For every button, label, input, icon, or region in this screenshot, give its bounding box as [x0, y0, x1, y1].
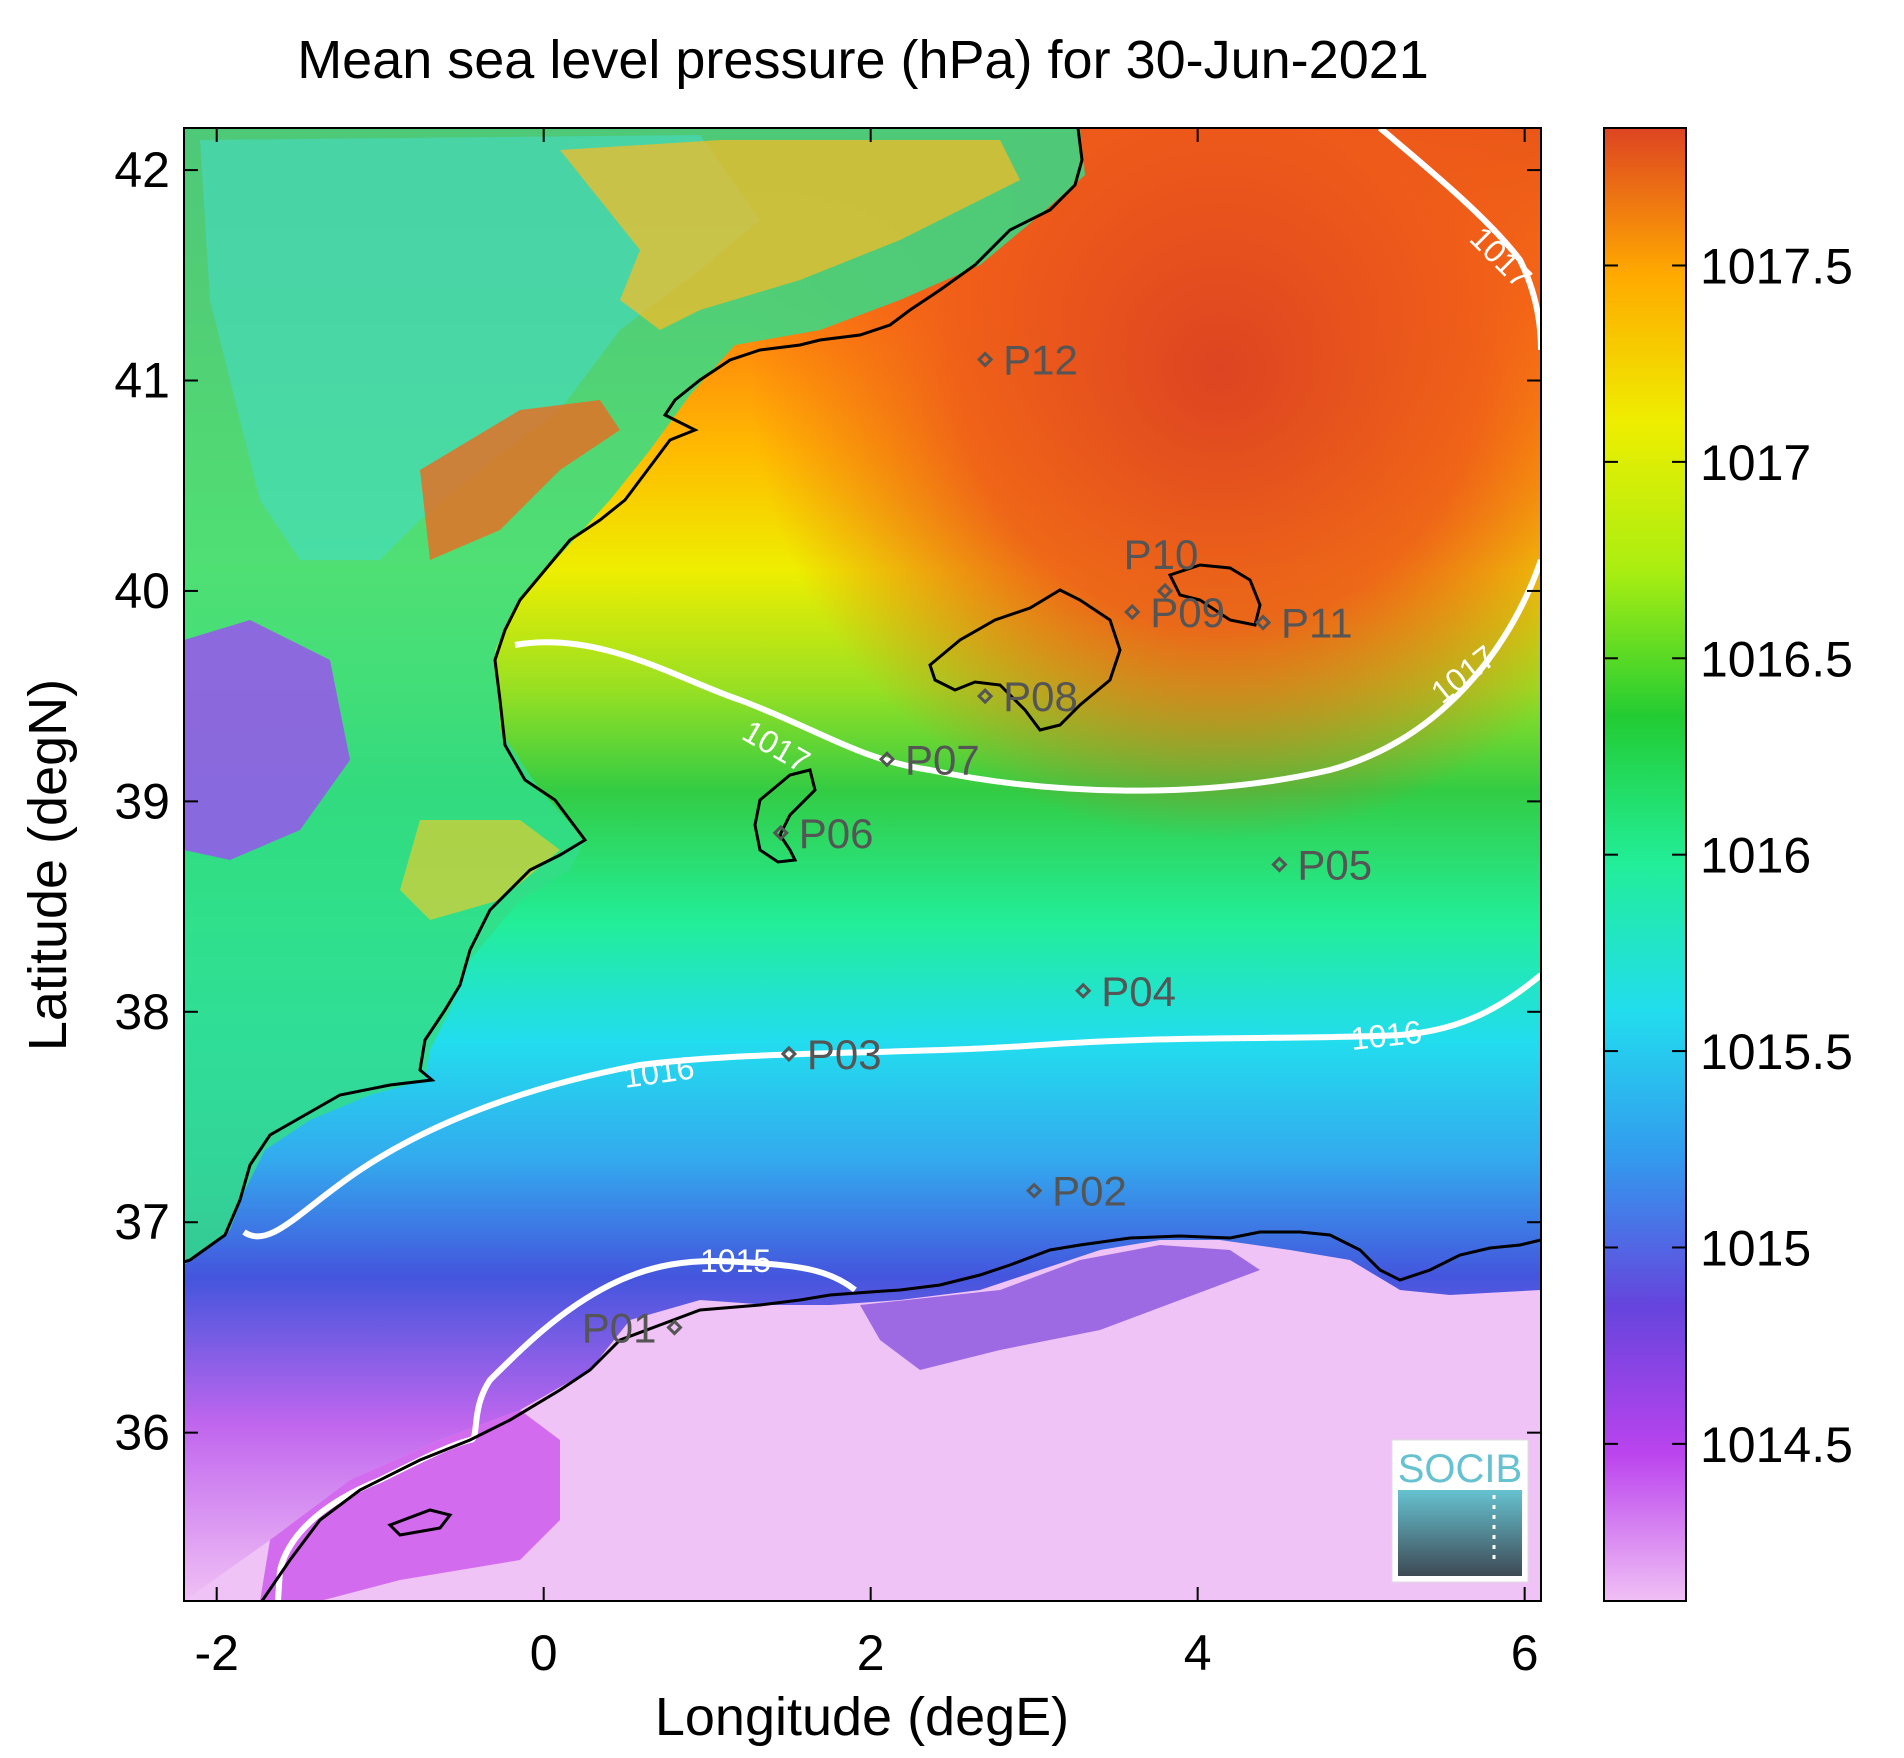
station-marker	[772, 824, 789, 842]
contour-1016	[242, 972, 1541, 1240]
station-p08[interactable]: P08	[976, 673, 1078, 720]
colorbar-tick-label: 1017.5	[1700, 238, 1853, 294]
station-label: P10	[1124, 531, 1199, 578]
station-label: P12	[1003, 336, 1078, 383]
station-marker	[1124, 603, 1141, 621]
station-p01[interactable]: P01	[582, 1304, 683, 1351]
station-p04[interactable]: P04	[1075, 968, 1176, 1015]
station-p10[interactable]: P10	[1124, 531, 1199, 600]
station-marker	[976, 351, 994, 368]
station-label: P03	[807, 1031, 882, 1078]
mallorca-coastline	[928, 588, 1122, 732]
colorbar-gradient	[1603, 127, 1687, 1602]
station-label: P02	[1052, 1168, 1127, 1215]
africa-coast-blue	[860, 1245, 1260, 1370]
plot-frame	[183, 127, 1542, 1602]
y-axis: 36 37 38 39 40 41 42	[114, 142, 1541, 1461]
socib-logo: SOCIB	[1391, 1439, 1529, 1583]
iberia-low-west	[184, 620, 350, 860]
iberia-ridge-2	[560, 140, 1020, 330]
station-p12[interactable]: P12	[976, 336, 1078, 383]
station-marker	[1026, 1182, 1043, 1199]
x-axis: -2 0 2 4 6	[194, 128, 1539, 1681]
colorbar-tick-label: 1017	[1700, 435, 1811, 491]
station-marker	[666, 1319, 683, 1336]
x-axis-label: Longitude (degE)	[655, 1687, 1069, 1747]
iberia-ridge-3	[400, 820, 560, 920]
x-tick-label: 4	[1184, 1625, 1212, 1681]
colorbar-tick-label: 1015.5	[1700, 1024, 1853, 1080]
ibiza-coastline	[753, 768, 817, 864]
contour-1017-ne	[1378, 128, 1541, 351]
station-p11[interactable]: P11	[1254, 600, 1353, 647]
x-tick-label: 0	[530, 1625, 558, 1681]
africa-coastline	[260, 1230, 1541, 1601]
y-tick-label: 39	[114, 773, 170, 829]
x-tick-label: -2	[194, 1625, 238, 1681]
pressure-field	[184, 128, 1541, 1601]
africa-coast-low	[260, 1410, 560, 1601]
station-p07[interactable]: P07	[878, 736, 980, 783]
station-marker	[1254, 614, 1272, 631]
contour-1017	[514, 559, 1541, 794]
station-label: P01	[582, 1304, 657, 1351]
station-marker	[1075, 982, 1092, 999]
y-tick-label: 42	[114, 142, 170, 198]
contour-label-1015: 1015	[700, 1243, 771, 1279]
colorbar-tick-label: 1016	[1700, 828, 1811, 884]
station-label: P09	[1150, 589, 1225, 636]
station-marker	[976, 688, 994, 705]
station-marker	[878, 751, 896, 768]
station-marker	[1271, 856, 1288, 873]
colorbar-tick-label: 1016.5	[1700, 631, 1853, 687]
iberia-coastline	[184, 128, 1084, 1264]
station-label: P05	[1297, 842, 1372, 889]
station-label: P04	[1101, 968, 1176, 1015]
chart-title: Mean sea level pressure (hPa) for 30-Jun…	[297, 30, 1429, 90]
y-axis-label: Latitude (degN)	[18, 679, 78, 1051]
station-p06[interactable]: P06	[772, 810, 874, 857]
station-label: P08	[1003, 673, 1078, 720]
colorbar: 1014.5 1015 1015.5 1016 1016.5 1017 1017.5	[1603, 127, 1853, 1602]
station-p03[interactable]: P03	[780, 1031, 882, 1078]
station-label: P11	[1281, 600, 1353, 647]
station-p05[interactable]: P05	[1271, 842, 1372, 889]
iberia-land-highs	[200, 135, 760, 560]
colorbar-tick-label: 1015	[1700, 1220, 1811, 1276]
y-tick-label: 40	[114, 563, 170, 619]
socib-logo-text: SOCIB	[1398, 1447, 1522, 1491]
x-tick-label: 2	[857, 1625, 885, 1681]
station-marker	[1156, 582, 1174, 600]
alboran-islet	[387, 1508, 453, 1537]
x-tick-label: 6	[1511, 1625, 1539, 1681]
station-marker	[780, 1045, 798, 1063]
iberia-ridge	[420, 400, 620, 560]
y-tick-label: 41	[114, 353, 170, 409]
menorca-coastline	[1167, 563, 1262, 627]
colorbar-ticks: 1014.5 1015 1015.5 1016 1016.5 1017 1017.5	[1604, 238, 1853, 1473]
station-p02[interactable]: P02	[1026, 1168, 1127, 1215]
contour-label-1016-b: 1016	[1349, 1014, 1424, 1057]
y-tick-label: 38	[114, 984, 170, 1040]
colorbar-tick-label: 1014.5	[1700, 1417, 1853, 1473]
stations: P01 P02 P03 P04 P05 P06 P07 P08 P09 P10 P11 P12	[582, 336, 1372, 1351]
coastlines	[184, 128, 1541, 1601]
station-label: P06	[799, 810, 874, 857]
station-label: P07	[905, 736, 980, 783]
y-tick-label: 37	[114, 1194, 170, 1250]
y-tick-label: 36	[114, 1405, 170, 1461]
